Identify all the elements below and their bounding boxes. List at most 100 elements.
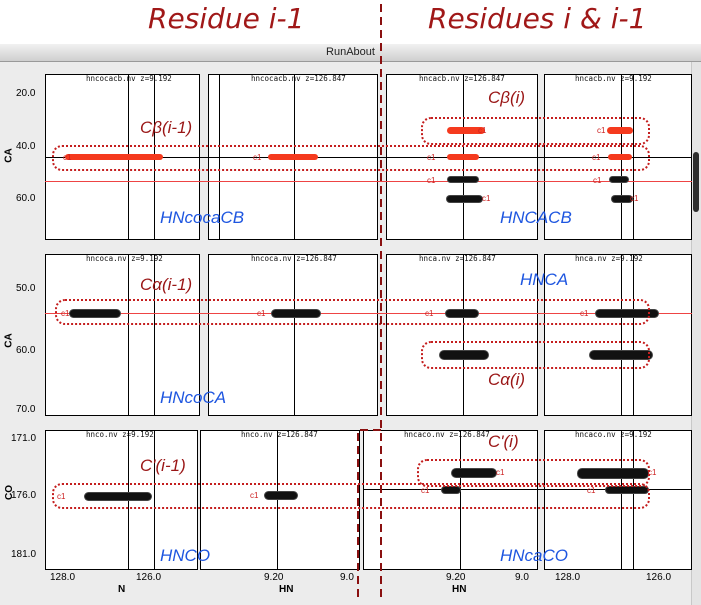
y-tick: 70.0: [16, 404, 36, 415]
cursor-line-vertical: [463, 255, 464, 415]
panel-hnco-z9192[interactable]: hnco.nv z=9.192: [45, 430, 198, 570]
panel-title: hncacb.nv z=126.847: [419, 74, 505, 83]
x-tick: 9.20: [264, 572, 284, 583]
y-tick: 60.0: [16, 345, 36, 356]
peak-label: c1: [496, 468, 505, 477]
x-tick: 126.0: [136, 572, 162, 583]
cursor-line-vertical: [277, 431, 278, 569]
peak-co-prev[interactable]: [442, 487, 460, 493]
peak-co-prev[interactable]: [265, 492, 297, 499]
peak-label: c1: [648, 468, 657, 477]
peak-ca-i[interactable]: [590, 351, 652, 359]
highlight-box-cb-prev: [52, 145, 650, 171]
peak-label: c1: [253, 153, 262, 162]
peak-ca-neg[interactable]: [612, 196, 632, 202]
panel-hncaco-z126847[interactable]: hncaco.nv z=126.847: [363, 430, 538, 570]
x-axis-label-n: N: [118, 584, 126, 595]
x-tick: 9.0: [340, 572, 354, 583]
annotation-ca-i: Cα(i): [488, 370, 526, 389]
panel-hnca-z126847[interactable]: hnca.nv z=126.847: [386, 254, 538, 416]
peak-cb-i[interactable]: [607, 127, 633, 134]
peak-label: c1: [593, 176, 602, 185]
highlight-box-cb-i: [421, 117, 650, 145]
y-tick: 40.0: [16, 141, 36, 152]
peak-ca-prev[interactable]: [596, 310, 658, 317]
highlight-box-co-prev: [52, 483, 650, 509]
title-residue-i-minus-1: Residue i-1: [148, 2, 305, 35]
panel-title: hnca.nv z=9.192: [575, 254, 643, 263]
peak-label: c1: [257, 309, 266, 318]
panel-title: hnco.nv z=126.847: [241, 430, 318, 439]
annotation-co-i: C'(i): [488, 432, 519, 451]
panel-hnca-z9192[interactable]: hnca.nv z=9.192: [544, 254, 692, 416]
cursor-line-vertical: [128, 255, 129, 415]
cursor-line-vertical: [460, 431, 461, 569]
peak-cb-i[interactable]: [447, 127, 485, 134]
panel-hncoca-z9192[interactable]: hncoca.nv z=9.192: [45, 254, 200, 416]
cursor-line-vertical: [154, 431, 155, 569]
peak-ca-neg[interactable]: [610, 177, 628, 182]
experiment-label-hncacb: HNCACB: [500, 208, 572, 227]
peak-label: c1: [63, 153, 72, 162]
experiment-label-hnco: HNCO: [160, 546, 211, 565]
peak-co-i[interactable]: [452, 469, 496, 477]
peak-ca-neg[interactable]: [448, 177, 478, 182]
peak-ca-prev[interactable]: [272, 310, 320, 317]
reference-line-red: [45, 313, 692, 314]
reference-line-red: [45, 181, 692, 182]
reference-line: [45, 157, 692, 158]
panel-hncaco-z9192[interactable]: hncaco.nv z=9.192: [544, 430, 692, 570]
annotation-cb-i: Cβ(i): [488, 88, 526, 107]
peak-co-i[interactable]: [578, 469, 648, 478]
x-axis-label-hn: HN: [279, 584, 294, 595]
cursor-line-vertical: [633, 255, 634, 415]
peak-label: c1: [421, 486, 430, 495]
experiment-label-hnca: HNCA: [520, 270, 569, 289]
peak-label: c1: [57, 492, 66, 501]
peak-label: c1: [427, 176, 436, 185]
annotation-cb-prev: Cβ(i-1): [140, 118, 193, 137]
panel-title: hncoca.nv z=9.192: [86, 254, 163, 263]
y-tick: 171.0: [11, 433, 37, 444]
panel-hncoca-z126847[interactable]: hncoca.nv z=126.847: [208, 254, 378, 416]
peak-cb-prev[interactable]: [65, 154, 163, 160]
y-tick: 181.0: [11, 549, 37, 560]
peak-ca-i[interactable]: [440, 351, 488, 359]
x-tick: 128.0: [50, 572, 76, 583]
cursor-line-vertical: [621, 255, 622, 415]
peak-cb-prev[interactable]: [608, 154, 632, 160]
peak-co-prev[interactable]: [606, 487, 648, 493]
annotation-ca-prev: Cα(i-1): [140, 275, 193, 294]
peak-label: c1: [425, 309, 434, 318]
reference-line: [363, 489, 692, 490]
y-tick: 50.0: [16, 283, 36, 294]
peak-ca-prev[interactable]: [70, 310, 120, 317]
peak-label: c1: [587, 486, 596, 495]
peak-ca-neg[interactable]: [447, 196, 482, 202]
peak-label: c1: [250, 491, 259, 500]
peak-cb-prev[interactable]: [268, 154, 318, 160]
experiment-label-hncoca: HNcoCA: [160, 388, 227, 407]
peak-co-prev[interactable]: [85, 493, 151, 500]
panel-title: hnco.nv z=9.192: [86, 430, 154, 439]
peak-label: c1: [478, 126, 487, 135]
experiment-label-hncocacb: HNcocaCB: [160, 208, 245, 227]
experiment-label-hncaco: HNcaCO: [500, 546, 569, 565]
panel-hnco-z126847[interactable]: hnco.nv z=126.847: [200, 430, 360, 570]
peak-label: c1: [482, 194, 491, 203]
highlight-box-ca-prev: [55, 299, 650, 325]
cursor-line-vertical: [128, 431, 129, 569]
window-title: RunAbout: [326, 46, 375, 58]
panel-title: hncacb.nv z=9.192: [575, 74, 652, 83]
y-tick: 60.0: [16, 193, 36, 204]
peak-label: c1: [580, 309, 589, 318]
cursor-line-vertical: [633, 431, 634, 569]
peak-label: c1: [597, 126, 606, 135]
x-tick: 126.0: [646, 572, 672, 583]
window-titlebar[interactable]: RunAbout: [0, 44, 701, 62]
peak-ca-prev[interactable]: [446, 310, 478, 317]
peak-cb-prev[interactable]: [447, 154, 479, 160]
scrollbar-thumb[interactable]: [693, 152, 699, 212]
panel-title: hncocacb.nv z=126.847: [251, 74, 346, 83]
